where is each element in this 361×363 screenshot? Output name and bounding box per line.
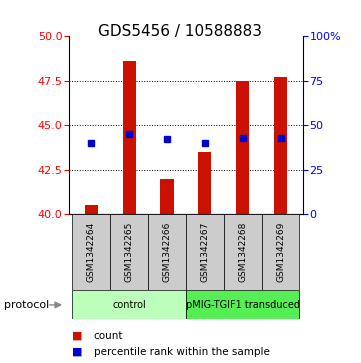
Bar xyxy=(274,77,287,214)
Bar xyxy=(148,214,186,290)
Text: protocol: protocol xyxy=(4,300,49,310)
Bar xyxy=(110,214,148,290)
Bar xyxy=(72,214,110,290)
Text: GSM1342265: GSM1342265 xyxy=(125,222,134,282)
Bar xyxy=(85,205,98,214)
Text: pMIG-TGIF1 transduced: pMIG-TGIF1 transduced xyxy=(186,300,300,310)
Bar xyxy=(72,290,186,319)
Text: percentile rank within the sample: percentile rank within the sample xyxy=(94,347,270,357)
Text: control: control xyxy=(112,300,146,310)
Text: ■: ■ xyxy=(72,347,83,357)
Bar xyxy=(186,290,300,319)
Text: GDS5456 / 10588883: GDS5456 / 10588883 xyxy=(99,24,262,38)
Bar xyxy=(122,61,136,214)
Text: ■: ■ xyxy=(72,331,83,341)
Bar xyxy=(186,214,224,290)
Text: GSM1342266: GSM1342266 xyxy=(162,222,171,282)
Bar xyxy=(160,179,174,214)
Text: GSM1342268: GSM1342268 xyxy=(238,222,247,282)
Text: GSM1342269: GSM1342269 xyxy=(276,222,285,282)
Text: GSM1342264: GSM1342264 xyxy=(87,222,96,282)
Text: count: count xyxy=(94,331,123,341)
Text: GSM1342267: GSM1342267 xyxy=(200,222,209,282)
Bar xyxy=(236,81,249,214)
Bar xyxy=(198,152,212,214)
Bar xyxy=(262,214,300,290)
Bar xyxy=(224,214,262,290)
